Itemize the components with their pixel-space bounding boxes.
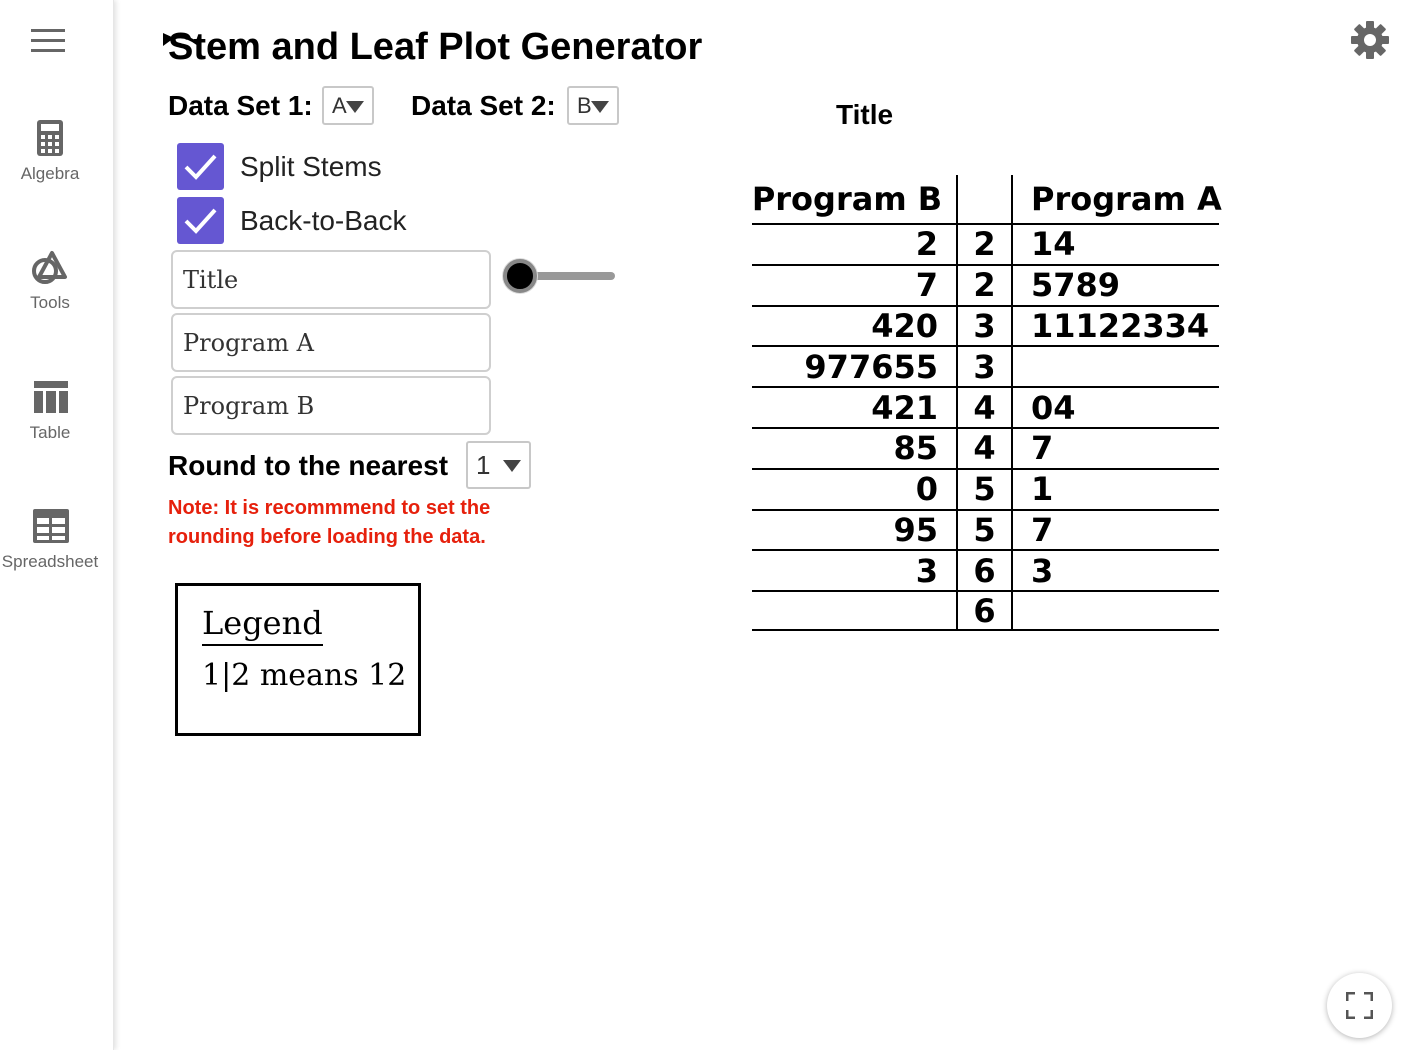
undo-icon[interactable]	[160, 30, 204, 52]
dataset2-label: Data Set 2:	[411, 90, 556, 121]
shapes-icon	[32, 251, 67, 284]
stem: 3	[958, 347, 1013, 387]
left-leaves: 977655	[752, 347, 958, 387]
rounding-note: Note: It is recommmend to set the roundi…	[168, 497, 491, 548]
legend-title: Legend	[202, 604, 323, 646]
table-row: 2 2 14	[752, 223, 1219, 264]
left-header: Program B	[752, 175, 958, 223]
sidebar: Algebra Tools Table Spreadsheet	[0, 0, 114, 1050]
chevron-down-icon	[591, 100, 609, 113]
round-value: 1	[476, 450, 491, 480]
stem-leaf-plot: Program B Program A 2 2 14 7 2 5789 420 3 111223…	[752, 175, 1222, 631]
calculator-icon	[37, 120, 63, 156]
left-leaves: 2	[752, 225, 958, 264]
table-row: 420 3 11122334	[752, 304, 1219, 346]
left-leaves: 95	[752, 510, 958, 550]
round-label: Round to the nearest	[168, 450, 449, 481]
spreadsheet-icon	[33, 509, 69, 543]
right-leaves: 7	[1031, 429, 1054, 468]
fullscreen-icon	[1346, 992, 1373, 1019]
right-leaves: 3	[1031, 551, 1054, 590]
left-leaves: 7	[752, 265, 958, 305]
sidebar-item-label: Algebra	[20, 164, 80, 183]
chevron-down-icon	[503, 460, 521, 472]
table-icon	[34, 381, 68, 413]
program-b-input[interactable]	[171, 376, 491, 435]
stem: 5	[958, 510, 1013, 550]
back-to-back-label: Back-to-Back	[240, 205, 407, 236]
dataset1-dropdown[interactable]: A	[322, 86, 374, 125]
right-leaves: 1	[1031, 470, 1054, 509]
right-leaves: 5789	[1031, 266, 1121, 305]
left-leaves: 3	[752, 551, 958, 591]
table-row: 977655 3	[752, 345, 1219, 387]
right-leaves: 7	[1031, 510, 1054, 549]
split-stems-checkbox[interactable]	[177, 143, 224, 190]
dataset2-value: B	[577, 93, 592, 118]
stem: 2	[958, 265, 1013, 305]
right-leaves: 04	[1031, 388, 1076, 427]
right-leaves	[1013, 592, 1219, 629]
fullscreen-button[interactable]	[1327, 973, 1392, 1038]
left-leaves: 85	[752, 428, 958, 468]
table-row: 6	[752, 590, 1219, 631]
title-input[interactable]	[171, 250, 491, 309]
gear-icon[interactable]	[1350, 20, 1390, 60]
sidebar-item-label: Spreadsheet	[1, 552, 99, 571]
dataset1-label: Data Set 1:	[168, 90, 313, 121]
dataset2-dropdown[interactable]: B	[567, 86, 619, 125]
round-dropdown[interactable]: 1	[466, 441, 531, 489]
table-row: 7 2 5789	[752, 263, 1219, 305]
program-a-input[interactable]	[171, 313, 491, 372]
stem: 3	[958, 306, 1013, 346]
slider-track[interactable]	[519, 272, 615, 280]
checkmark-icon	[184, 208, 217, 234]
table-row: 95 5 7	[752, 508, 1219, 550]
right-leaves: 11122334	[1031, 306, 1210, 345]
stem: 6	[958, 592, 1013, 630]
stem: 4	[958, 428, 1013, 468]
menu-icon[interactable]	[31, 29, 67, 55]
split-stems-label: Split Stems	[240, 151, 382, 182]
sidebar-item-label: Tools	[30, 293, 70, 312]
slider-handle[interactable]	[503, 259, 537, 293]
table-row: 421 4 04	[752, 386, 1219, 427]
stem: 4	[958, 388, 1013, 427]
stem: 6	[958, 551, 1013, 591]
sidebar-item-algebra[interactable]: Algebra	[0, 118, 100, 184]
plot-header-row: Program B Program A	[752, 175, 1222, 223]
checkmark-icon	[184, 154, 217, 180]
stem-header	[958, 175, 1013, 223]
stem: 5	[958, 469, 1013, 509]
left-leaves	[752, 592, 958, 629]
right-leaves	[1013, 347, 1219, 386]
right-header: Program A	[1031, 180, 1222, 218]
sidebar-item-tools[interactable]: Tools	[0, 247, 100, 313]
sidebar-item-table[interactable]: Table	[0, 377, 100, 443]
stem: 2	[958, 225, 1013, 264]
right-leaves: 14	[1031, 225, 1076, 264]
sidebar-item-label: Table	[29, 423, 71, 442]
sidebar-item-spreadsheet[interactable]: Spreadsheet	[0, 506, 100, 572]
back-to-back-checkbox[interactable]	[177, 197, 224, 244]
table-row: 85 4 7	[752, 426, 1219, 468]
left-leaves: 0	[752, 469, 958, 509]
left-leaves: 421	[752, 388, 958, 427]
page-title: Stem and Leaf Plot Generator	[168, 26, 703, 68]
legend-text: 1|2 means 12	[202, 658, 407, 693]
legend-box: Legend 1|2 means 12	[175, 583, 421, 736]
dataset1-value: A	[332, 93, 347, 118]
plot-title: Title	[836, 99, 894, 130]
left-leaves: 420	[752, 306, 958, 346]
chevron-down-icon	[346, 100, 364, 113]
